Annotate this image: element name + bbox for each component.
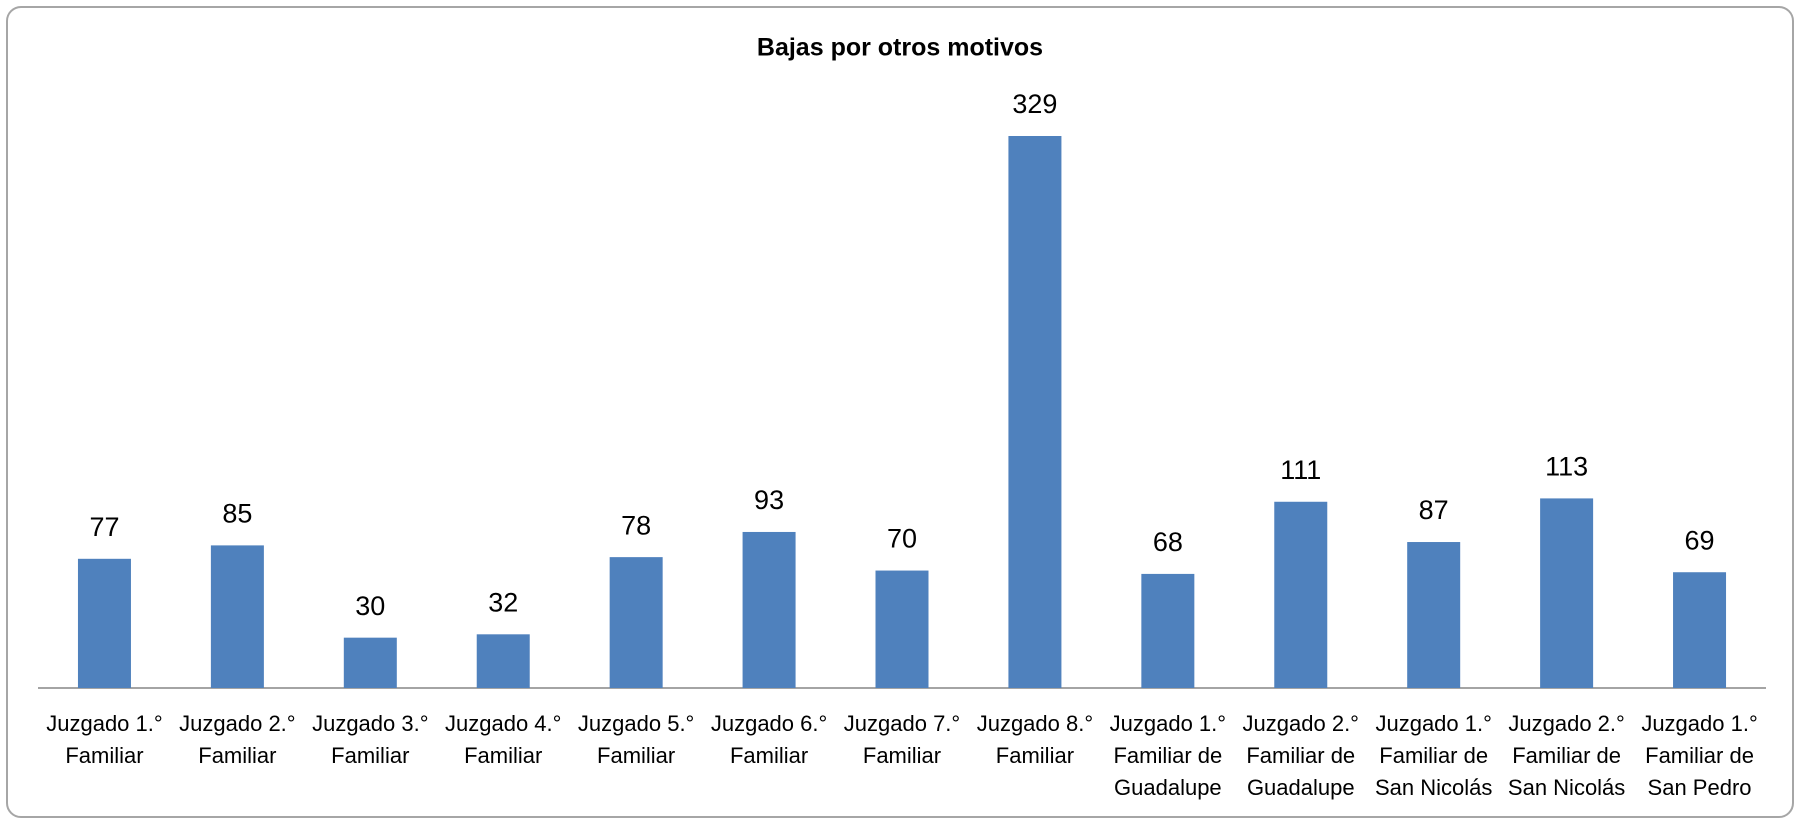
bar [1141, 573, 1195, 688]
chart-title: Bajas por otros motivos [757, 34, 1043, 62]
data-label: 77 [89, 512, 119, 542]
data-label: 68 [1153, 527, 1183, 557]
x-tick-label: Juzgado 2.° Familiar [179, 711, 296, 768]
bar [1274, 501, 1328, 688]
data-label: 70 [887, 524, 917, 554]
data-label: 87 [1419, 495, 1449, 525]
bar [1673, 572, 1727, 688]
bar [1407, 542, 1461, 688]
data-label: 113 [1545, 452, 1588, 482]
x-tick-label: Juzgado 2.° Familiar de Guadalupe [1242, 711, 1359, 800]
data-label: 30 [355, 591, 385, 621]
x-tick-label: Juzgado 4.° Familiar [445, 711, 562, 768]
x-tick-label: Juzgado 1.° Familiar de San Nicolás [1374, 711, 1493, 800]
x-tick-label: Juzgado 3.° Familiar [312, 711, 429, 768]
data-label: 32 [488, 587, 518, 617]
x-tick-label: Juzgado 6.° Familiar [710, 711, 828, 768]
bar [1540, 498, 1594, 688]
data-label: 111 [1280, 455, 1321, 485]
data-label: 85 [222, 499, 252, 529]
x-tick-label: Juzgado 1.° Familiar de Guadalupe [1109, 711, 1227, 800]
data-label: 78 [621, 510, 651, 540]
x-tick-label: Juzgado 1.° Familiar de San Pedro [1641, 711, 1758, 800]
x-tick-label: Juzgado 8.° Familiar [976, 711, 1094, 768]
bar [77, 558, 131, 688]
x-tick-label: Juzgado 5.° Familiar [577, 711, 695, 768]
data-label: 329 [1012, 89, 1057, 119]
bar [343, 637, 397, 688]
bar [609, 557, 663, 688]
bar [875, 570, 929, 688]
bar [210, 545, 264, 688]
x-tick-label: Juzgado 2.° Familiar de San Nicolás [1507, 711, 1626, 800]
x-tick-label: Juzgado 1.° Familiar [46, 711, 163, 768]
bar [1008, 136, 1062, 688]
data-label: 93 [754, 485, 784, 515]
chart-frame [6, 6, 1794, 818]
bar [476, 634, 530, 688]
data-label: 69 [1685, 525, 1715, 555]
x-tick-label: Juzgado 7.° Familiar [843, 711, 961, 768]
bar [742, 531, 796, 688]
